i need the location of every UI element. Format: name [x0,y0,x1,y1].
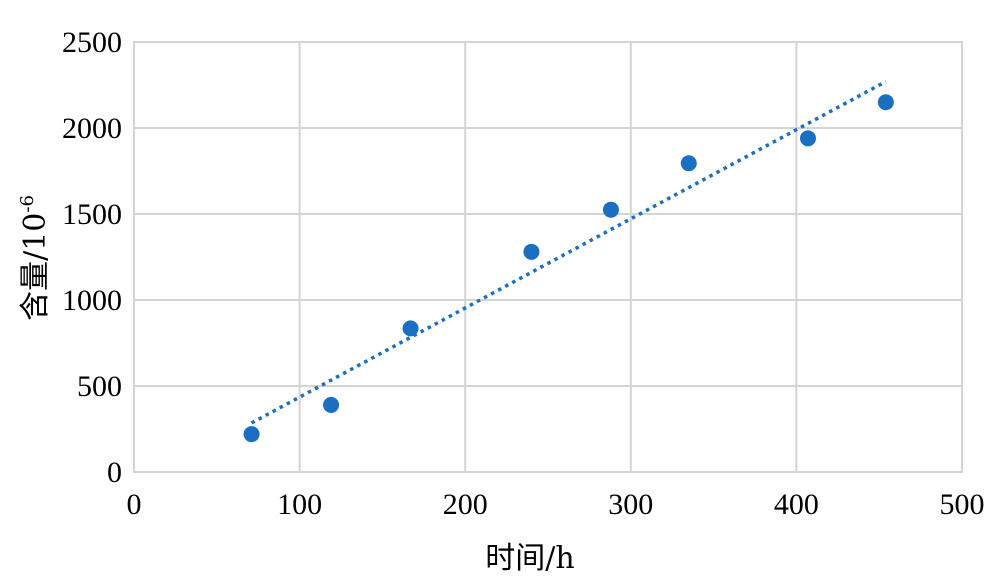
y-tick-label: 0 [107,456,122,489]
y-tick-label: 2500 [62,26,122,59]
data-point [680,155,697,172]
y-tick-label: 1500 [62,198,122,231]
x-tick-label: 0 [127,488,142,521]
data-point [523,243,540,260]
tick-labels: 0 100 200 300 400 500 0 500 1000 1500 2000 2500 [62,26,985,521]
trend-line [250,80,887,425]
data-point [877,94,894,111]
x-axis-title: 时间/h [485,541,574,576]
data-point [799,130,816,147]
data-point [402,320,419,337]
y-axis-title-exponent: -6 [17,195,38,213]
x-tick-label: 300 [608,488,653,521]
y-tick-label: 1000 [62,284,122,317]
y-axis-title-main: 含量/10 [18,213,53,321]
y-tick-label: 500 [77,370,122,403]
plot-area [133,41,963,473]
x-tick-label: 100 [277,488,322,521]
x-tick-label: 400 [774,488,819,521]
y-axis-title: 含量/10-6 [17,195,53,321]
data-point [243,426,260,443]
x-tick-label: 200 [443,488,488,521]
x-tick-label: 500 [940,488,985,521]
data-point [323,396,340,413]
data-point [602,201,619,218]
y-tick-label: 2000 [62,112,122,145]
data-points [243,94,894,443]
